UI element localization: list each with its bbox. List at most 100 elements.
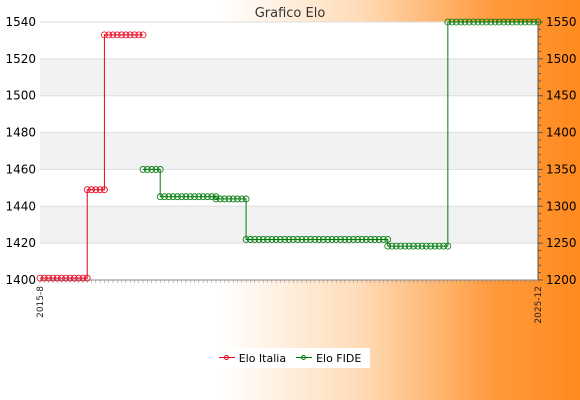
- point-elo-fide: [319, 236, 327, 243]
- point-elo-fide: [341, 236, 349, 243]
- point-elo-italia: [70, 274, 78, 282]
- point-elo-fide: [384, 236, 392, 243]
- legend-item-italia: Elo Italia: [218, 351, 287, 365]
- point-elo-fide: [375, 236, 383, 243]
- point-elo-fide: [526, 18, 533, 26]
- point-elo-fide: [358, 236, 366, 243]
- series-layer: [36, 18, 542, 282]
- left-tick-label: 1420: [5, 236, 36, 250]
- point-elo-fide: [521, 18, 529, 26]
- point-elo-fide: [392, 242, 400, 250]
- legend: Elo Italia Elo FIDE: [210, 348, 370, 368]
- point-elo-fide: [362, 236, 370, 243]
- point-elo-fide: [204, 193, 211, 201]
- point-elo-italia: [126, 31, 134, 39]
- point-elo-fide: [457, 18, 465, 26]
- x-tick-label-first: 2015-8: [36, 286, 46, 318]
- point-elo-fide: [440, 242, 447, 250]
- point-elo-fide: [242, 236, 250, 243]
- point-elo-fide: [431, 242, 439, 250]
- point-elo-fide: [156, 166, 164, 173]
- left-tick-label: 1500: [5, 89, 36, 103]
- legend-item-fide: Elo FIDE: [296, 352, 361, 365]
- point-elo-fide: [367, 236, 374, 243]
- point-elo-fide: [388, 242, 396, 250]
- point-elo-italia: [45, 274, 52, 282]
- point-elo-fide: [448, 18, 456, 26]
- point-elo-fide: [427, 242, 435, 250]
- point-elo-italia: [118, 31, 125, 39]
- point-elo-fide: [139, 166, 147, 173]
- point-elo-italia: [75, 274, 83, 282]
- point-elo-fide: [444, 242, 452, 250]
- point-elo-fide: [234, 195, 241, 203]
- right-tick-label: 1250: [546, 236, 577, 250]
- point-elo-italia: [135, 31, 143, 39]
- point-elo-italia: [79, 274, 87, 282]
- point-elo-italia: [96, 186, 104, 194]
- point-elo-fide: [195, 193, 203, 201]
- point-elo-fide: [225, 195, 233, 203]
- point-elo-fide: [242, 195, 250, 203]
- left-tick-label: 1440: [5, 199, 36, 213]
- point-elo-fide: [246, 236, 254, 243]
- point-elo-fide: [208, 193, 216, 201]
- point-elo-fide: [487, 18, 495, 26]
- legend-label-fide: Elo FIDE: [316, 351, 362, 365]
- point-elo-fide: [221, 195, 229, 203]
- point-elo-fide: [483, 18, 490, 26]
- point-elo-fide: [212, 195, 220, 203]
- point-elo-fide: [349, 236, 357, 243]
- point-elo-fide: [161, 193, 168, 201]
- point-elo-fide: [478, 18, 486, 26]
- chart-title: Grafico Elo: [255, 6, 326, 21]
- right-y-axis: 1200 1250 1300 1350 1400 1450 1500 1550: [537, 15, 577, 287]
- point-elo-fide: [324, 236, 332, 243]
- point-elo-fide: [186, 193, 194, 201]
- point-elo-fide: [380, 236, 387, 243]
- grid-band: [40, 206, 538, 244]
- legend-label-italia: Elo Italia: [238, 351, 287, 365]
- point-elo-fide: [453, 18, 460, 26]
- point-elo-italia: [100, 186, 108, 194]
- point-elo-italia: [88, 186, 95, 194]
- point-elo-fide: [199, 193, 207, 201]
- series-line-elo-fide: [143, 21, 538, 247]
- point-elo-fide: [165, 193, 173, 201]
- point-elo-fide: [182, 193, 190, 201]
- point-elo-fide: [397, 242, 405, 250]
- right-tick-label: 1200: [546, 273, 577, 287]
- grid-band: [40, 132, 538, 170]
- point-elo-fide: [268, 236, 276, 243]
- point-elo-fide: [212, 193, 220, 201]
- point-elo-fide: [272, 236, 280, 243]
- point-elo-fide: [530, 18, 538, 26]
- right-tick-label: 1500: [546, 52, 577, 66]
- point-elo-fide: [401, 242, 409, 250]
- point-elo-fide: [302, 236, 310, 243]
- point-elo-italia: [109, 31, 117, 39]
- point-elo-fide: [191, 193, 198, 201]
- point-elo-fide: [414, 242, 422, 250]
- right-tick-label: 1450: [546, 89, 577, 103]
- point-elo-fide: [255, 236, 263, 243]
- point-elo-fide: [328, 236, 336, 243]
- point-elo-fide: [534, 18, 542, 26]
- point-elo-fide: [500, 18, 508, 26]
- point-elo-fide: [508, 18, 516, 26]
- left-tick-label: 1520: [5, 52, 36, 66]
- point-elo-fide: [504, 18, 512, 26]
- point-elo-fide: [307, 236, 314, 243]
- point-elo-italia: [113, 31, 121, 39]
- point-elo-fide: [251, 236, 259, 243]
- point-elo-italia: [92, 186, 100, 194]
- grid-band: [40, 58, 538, 96]
- point-elo-fide: [513, 18, 520, 26]
- point-elo-fide: [517, 18, 525, 26]
- point-elo-italia: [83, 186, 91, 194]
- left-tick-label: 1460: [5, 162, 36, 176]
- point-elo-fide: [465, 18, 473, 26]
- point-elo-italia: [83, 274, 91, 282]
- point-elo-fide: [264, 236, 271, 243]
